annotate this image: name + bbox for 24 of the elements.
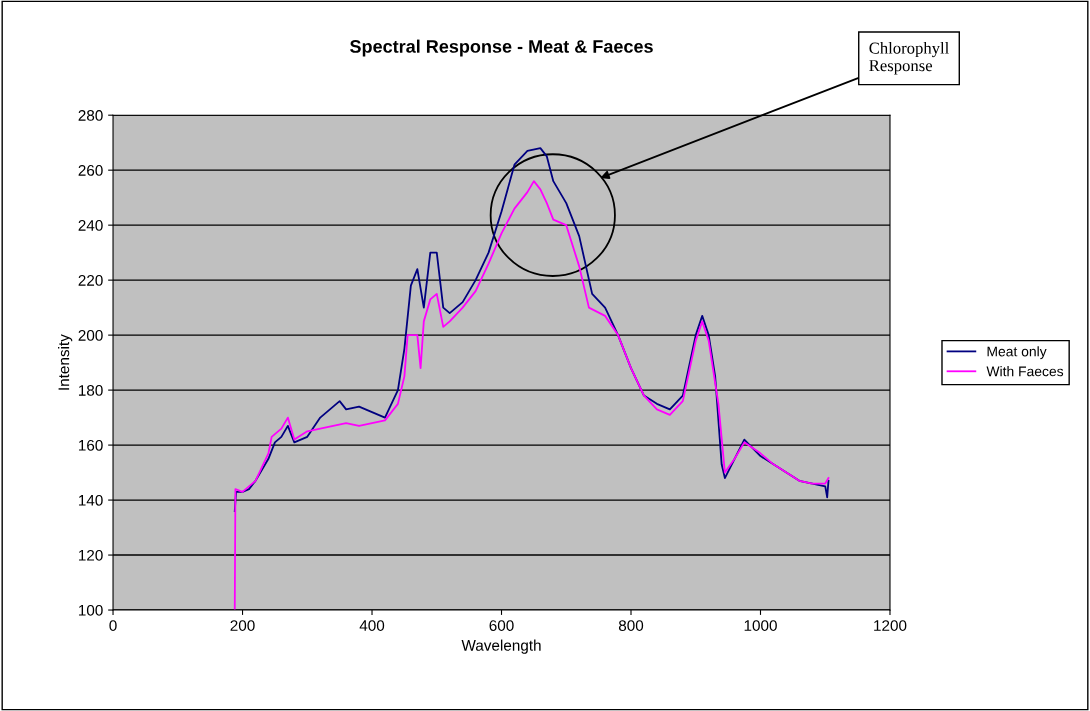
x-tick-label: 400 — [359, 620, 385, 631]
y-tick-label: 120 — [78, 549, 103, 561]
line-series — [233, 180, 830, 611]
x-tick-label: 0 — [109, 620, 117, 631]
x-tick-label: 800 — [618, 620, 644, 631]
y-tick-label: 100 — [78, 604, 103, 616]
legend-label: With Faeces — [986, 366, 1064, 377]
x-tick-label: 600 — [489, 620, 514, 631]
y-tick-label: 200 — [78, 329, 103, 341]
y-tick-label: 180 — [78, 384, 103, 396]
text: Chlorophyll Response — [869, 42, 949, 75]
y-tick-label: 220 — [78, 275, 103, 286]
y-tick-label: 240 — [78, 220, 103, 231]
chart-title: Spectral Response - Meat & Faeces — [350, 39, 653, 57]
legend-label: Meat only — [987, 346, 1047, 360]
y-tick-label: 160 — [78, 439, 103, 451]
x-tick-label: 200 — [230, 620, 255, 631]
x-tick-label: 1000 — [744, 620, 777, 631]
y-tick-label: 280 — [78, 110, 103, 121]
y-tick-label: 260 — [78, 165, 103, 176]
x-tick-label: 1200 — [874, 620, 907, 631]
x-axis-title: Wavelength — [461, 639, 541, 654]
y-axis-title: Intensity — [58, 334, 73, 390]
y-tick-label: 140 — [78, 494, 103, 506]
